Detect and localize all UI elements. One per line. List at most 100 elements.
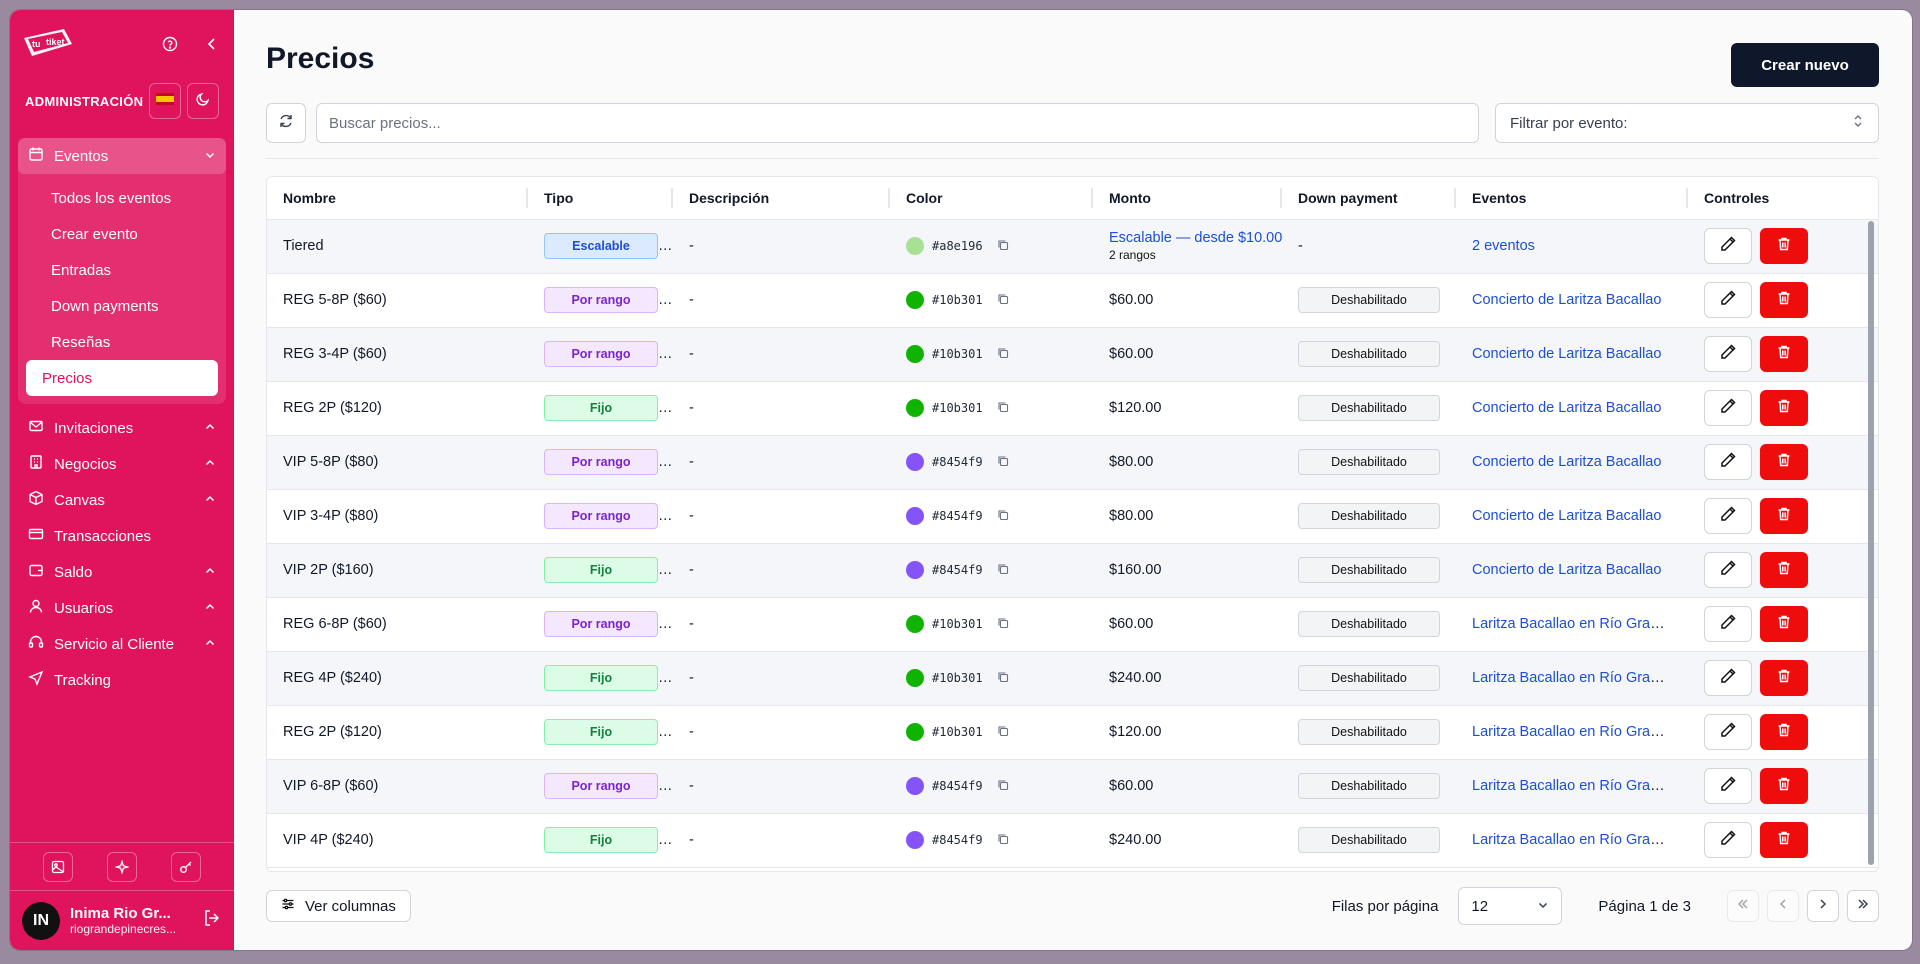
edit-button[interactable]	[1704, 336, 1752, 372]
rows-per-page-select[interactable]: 12	[1458, 887, 1563, 925]
edit-button[interactable]	[1704, 714, 1752, 750]
sidebar-subitem-entradas[interactable]: Entradas	[51, 261, 112, 279]
events-link[interactable]: Concierto de Laritza Bacallao	[1472, 508, 1662, 524]
sidebar-subitem-resenas[interactable]: Reseñas	[51, 333, 111, 351]
column-resize-handle[interactable]	[888, 188, 890, 208]
logout-icon[interactable]	[202, 908, 222, 933]
table-row[interactable]: REG 2P ($120) Fijo - #10b301 $120.00 Des…	[267, 381, 1878, 436]
copy-icon[interactable]	[997, 239, 1011, 253]
table-row[interactable]: REG 3-4P ($60) Por rango - #10b301 $60.0…	[267, 327, 1878, 382]
sidebar-item-invitaciones[interactable]: Invitaciones	[18, 410, 226, 446]
delete-button[interactable]	[1760, 660, 1808, 696]
column-resize-handle[interactable]	[671, 188, 673, 208]
search-input[interactable]	[316, 103, 1479, 143]
copy-icon[interactable]	[997, 347, 1011, 361]
collapse-sidebar-icon[interactable]	[202, 34, 222, 54]
table-row[interactable]: REG 2P ($120) Fijo - #10b301 $120.00 Des…	[267, 705, 1878, 760]
column-header[interactable]: Descripción	[673, 177, 890, 220]
refresh-button[interactable]	[266, 103, 306, 143]
delete-button[interactable]	[1760, 822, 1808, 858]
edit-button[interactable]	[1704, 228, 1752, 264]
copy-icon[interactable]	[997, 671, 1011, 685]
sidebar-item-canvas[interactable]: Canvas	[18, 482, 226, 518]
view-columns-button[interactable]: Ver columnas	[266, 890, 411, 922]
delete-button[interactable]	[1760, 228, 1808, 264]
sidebar-item-eventos[interactable]: Eventos	[18, 138, 226, 174]
events-link[interactable]: Laritza Bacallao en Río Grande	[1472, 832, 1675, 848]
events-link[interactable]: Laritza Bacallao en Río Grande	[1472, 778, 1675, 794]
events-link[interactable]: 2 eventos	[1472, 238, 1535, 254]
table-row[interactable]: VIP 2P ($160) Fijo - #8454f9 $160.00 Des…	[267, 543, 1878, 598]
sidebar-item-tracking[interactable]: Tracking	[18, 662, 226, 698]
edit-button[interactable]	[1704, 444, 1752, 480]
edit-button[interactable]	[1704, 606, 1752, 642]
column-resize-handle[interactable]	[1454, 188, 1456, 208]
events-link[interactable]: Laritza Bacallao en Río Grande	[1472, 670, 1675, 686]
delete-button[interactable]	[1760, 336, 1808, 372]
copy-icon[interactable]	[997, 401, 1011, 415]
edit-button[interactable]	[1704, 390, 1752, 426]
column-header[interactable]: Nombre	[267, 177, 528, 220]
column-header[interactable]: Tipo	[528, 177, 673, 220]
column-header[interactable]: Color	[890, 177, 1093, 220]
table-row[interactable]: REG 6-8P ($60) Por rango - #10b301 $60.0…	[267, 597, 1878, 652]
column-resize-handle[interactable]	[1091, 188, 1093, 208]
copy-icon[interactable]	[997, 725, 1011, 739]
sidebar-subitem-down-payments[interactable]: Down payments	[51, 297, 159, 315]
sidebar-subitem-todos-los-eventos[interactable]: Todos los eventos	[51, 189, 172, 207]
first-page-button[interactable]	[1727, 890, 1759, 922]
edit-button[interactable]	[1704, 660, 1752, 696]
delete-button[interactable]	[1760, 390, 1808, 426]
events-link[interactable]: Laritza Bacallao en Río Grande	[1472, 724, 1675, 740]
avatar[interactable]: IN	[22, 901, 60, 940]
events-link[interactable]: Concierto de Laritza Bacallao	[1472, 400, 1662, 416]
column-header[interactable]: Down payment	[1282, 177, 1456, 220]
table-row[interactable]: VIP 5-8P ($80) Por rango - #8454f9 $80.0…	[267, 435, 1878, 490]
sidebar-item-saldo[interactable]: Saldo	[18, 554, 226, 590]
delete-button[interactable]	[1760, 606, 1808, 642]
event-filter-select[interactable]: Filtrar por evento:	[1495, 103, 1879, 143]
events-link[interactable]: Laritza Bacallao en Río Grande	[1472, 616, 1675, 632]
column-resize-handle[interactable]	[1686, 188, 1688, 208]
delete-button[interactable]	[1760, 444, 1808, 480]
sidebar-item-transacciones[interactable]: Transacciones	[18, 518, 226, 554]
theme-toggle-button[interactable]	[187, 83, 219, 119]
table-row[interactable]: REG 4P ($240) Fijo - #10b301 $240.00 Des…	[267, 651, 1878, 706]
edit-button[interactable]	[1704, 282, 1752, 318]
events-link[interactable]: Concierto de Laritza Bacallao	[1472, 562, 1662, 578]
delete-button[interactable]	[1760, 714, 1808, 750]
key-icon[interactable]	[171, 851, 201, 882]
copy-icon[interactable]	[997, 563, 1011, 577]
column-resize-handle[interactable]	[526, 188, 528, 208]
copy-icon[interactable]	[997, 293, 1011, 307]
table-row[interactable]: REG 5-8P ($60) Por rango - #10b301 $60.0…	[267, 273, 1878, 328]
edit-button[interactable]	[1704, 498, 1752, 534]
prev-page-button[interactable]	[1767, 890, 1799, 922]
sidebar-item-usuarios[interactable]: Usuarios	[18, 590, 226, 626]
edit-button[interactable]	[1704, 822, 1752, 858]
column-resize-handle[interactable]	[1280, 188, 1282, 208]
events-link[interactable]: Concierto de Laritza Bacallao	[1472, 346, 1662, 362]
events-link[interactable]: Concierto de Laritza Bacallao	[1472, 292, 1662, 308]
copy-icon[interactable]	[997, 617, 1011, 631]
sidebar-item-negocios[interactable]: Negocios	[18, 446, 226, 482]
copy-icon[interactable]	[997, 509, 1011, 523]
next-page-button[interactable]	[1807, 890, 1839, 922]
language-button[interactable]	[149, 83, 182, 119]
table-scrollbar[interactable]	[1868, 221, 1874, 865]
sidebar-subitem-precios[interactable]: Precios	[26, 360, 218, 396]
sparkles-icon[interactable]	[107, 851, 137, 882]
table-row[interactable]: VIP 3-4P ($80) Por rango - #8454f9 $80.0…	[267, 489, 1878, 544]
delete-button[interactable]	[1760, 498, 1808, 534]
events-link[interactable]: Concierto de Laritza Bacallao	[1472, 454, 1662, 470]
table-row[interactable]: VIP 4P ($240) Fijo - #8454f9 $240.00 Des…	[267, 813, 1878, 868]
copy-icon[interactable]	[997, 833, 1011, 847]
column-header[interactable]: Monto	[1093, 177, 1282, 220]
image-icon[interactable]	[43, 851, 73, 882]
edit-button[interactable]	[1704, 768, 1752, 804]
table-row[interactable]: Tiered Escalable - #a8e196 Escalable — d…	[267, 219, 1878, 274]
help-icon[interactable]	[160, 34, 180, 54]
monto-link[interactable]: Escalable — desde $10.00	[1109, 230, 1282, 246]
delete-button[interactable]	[1760, 282, 1808, 318]
delete-button[interactable]	[1760, 552, 1808, 588]
